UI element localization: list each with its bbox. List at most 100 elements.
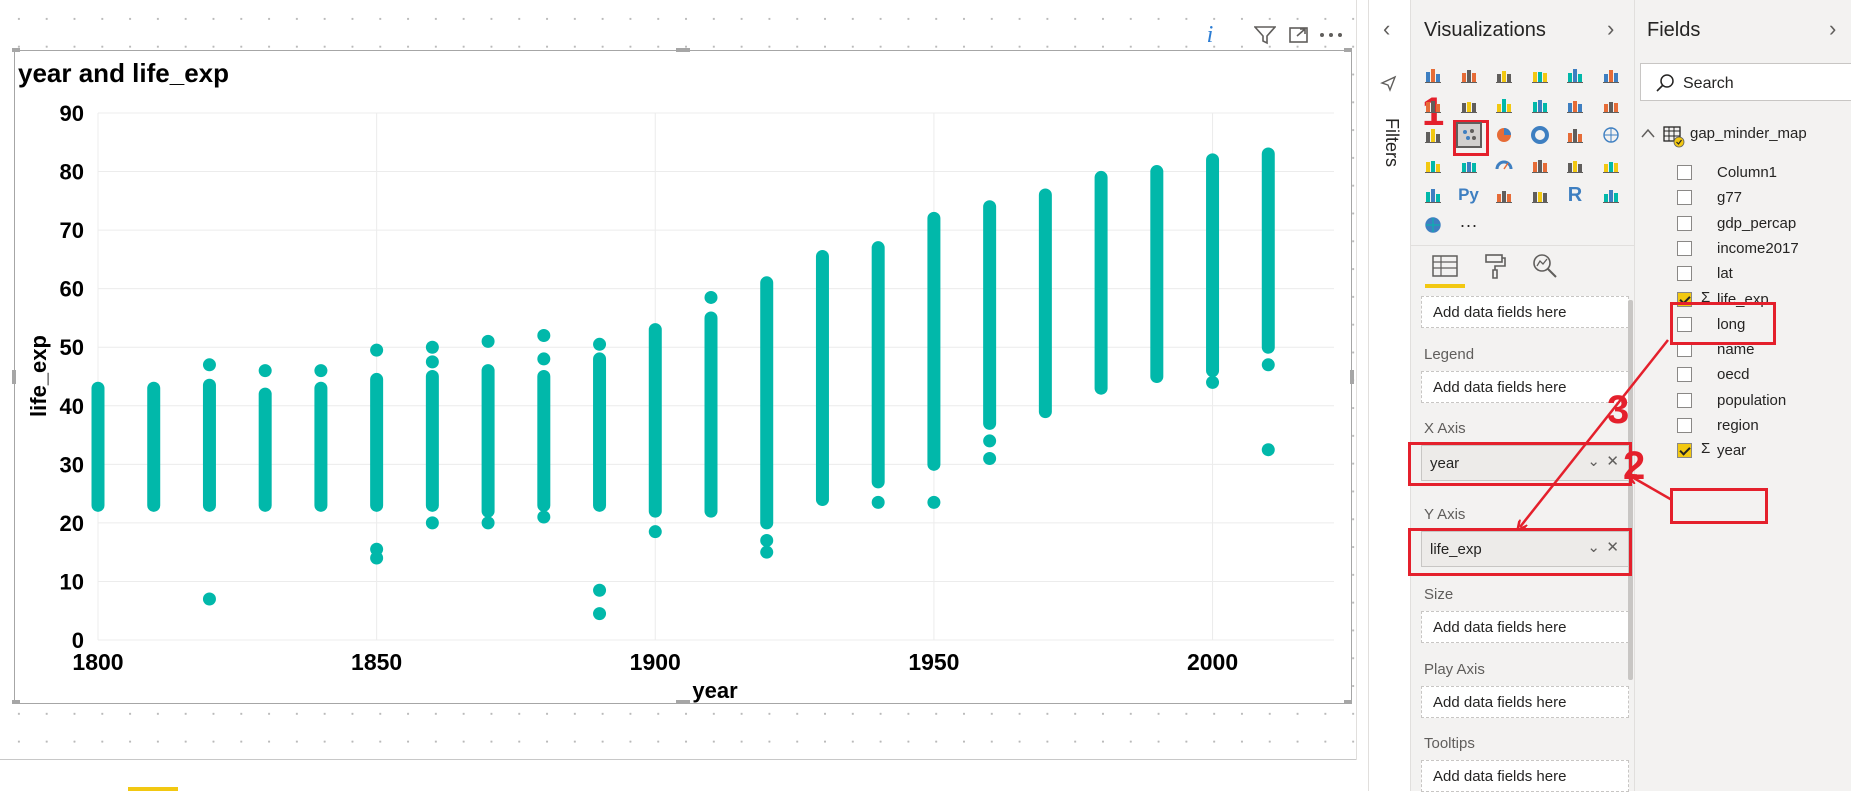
field-name: income2017 bbox=[1717, 239, 1799, 257]
field-item-column1[interactable]: Column1 bbox=[1677, 161, 1847, 185]
line-icon[interactable] bbox=[1420, 92, 1446, 118]
funnel-icon[interactable] bbox=[1456, 152, 1482, 178]
matrix-icon[interactable] bbox=[1527, 182, 1553, 208]
field-checkbox[interactable] bbox=[1677, 418, 1692, 433]
page-tab-indicator[interactable] bbox=[128, 787, 178, 791]
line-column-icon[interactable] bbox=[1527, 92, 1553, 118]
legend-well[interactable]: Add data fields here bbox=[1421, 371, 1629, 403]
arcgis-icon[interactable] bbox=[1420, 212, 1446, 238]
filters-pane-collapsed[interactable]: ‹ bbox=[1368, 0, 1410, 791]
stacked-column-icon-glyph bbox=[1460, 70, 1477, 83]
multirow-card-icon[interactable] bbox=[1562, 152, 1588, 178]
fields-pane: Fields › Search gap_minder_map Column1 g7… bbox=[1634, 0, 1851, 791]
remove-field-icon[interactable]: ✕ bbox=[1606, 539, 1619, 556]
kpi-icon[interactable] bbox=[1598, 152, 1624, 178]
field-checkbox[interactable] bbox=[1677, 316, 1692, 332]
field-item-g77[interactable]: g77 bbox=[1677, 186, 1847, 210]
donut-icon[interactable] bbox=[1527, 122, 1553, 148]
resize-handle[interactable] bbox=[12, 700, 20, 704]
scrollbar[interactable] bbox=[1628, 300, 1633, 680]
scatter-chart-visual[interactable] bbox=[14, 50, 1352, 704]
details-well[interactable]: Add data fields here bbox=[1421, 296, 1629, 328]
filters-label[interactable]: Filters bbox=[1382, 118, 1402, 167]
field-item-income2017[interactable]: income2017 bbox=[1677, 237, 1847, 261]
key-influencers-icon[interactable] bbox=[1598, 182, 1624, 208]
y-axis-well[interactable]: life_exp ⌄ ✕ bbox=[1421, 531, 1629, 567]
size-well[interactable]: Add data fields here bbox=[1421, 611, 1629, 643]
line-clustered-column-icon[interactable] bbox=[1562, 92, 1588, 118]
y-tick-label: 40 bbox=[60, 394, 84, 419]
scatter-icon[interactable] bbox=[1455, 122, 1482, 148]
field-checkbox[interactable] bbox=[1677, 266, 1692, 282]
resize-handle[interactable] bbox=[1344, 48, 1352, 52]
analytics-tab-icon[interactable] bbox=[1527, 248, 1563, 284]
funnel-icon-glyph bbox=[1460, 162, 1477, 173]
gauge-icon[interactable] bbox=[1491, 152, 1517, 178]
stacked-area-icon[interactable] bbox=[1491, 92, 1517, 118]
chevron-right-icon[interactable]: › bbox=[1607, 16, 1615, 41]
waterfall-icon[interactable] bbox=[1420, 122, 1446, 148]
more-options-icon[interactable] bbox=[1316, 22, 1346, 48]
table-icon[interactable] bbox=[1491, 182, 1517, 208]
legend-label: Legend bbox=[1424, 346, 1475, 363]
x-axis-title: year bbox=[692, 678, 738, 703]
table-node[interactable]: gap_minder_map bbox=[1639, 124, 1849, 148]
field-checkbox[interactable] bbox=[1677, 367, 1692, 383]
area-icon[interactable] bbox=[1456, 92, 1482, 118]
card-icon[interactable] bbox=[1527, 152, 1553, 178]
field-item-long[interactable]: long bbox=[1677, 313, 1847, 337]
resize-handle[interactable] bbox=[676, 700, 690, 704]
fields-tab-icon[interactable] bbox=[1427, 248, 1463, 284]
more-icon[interactable]: ··· bbox=[1456, 212, 1482, 238]
play-axis-well[interactable]: Add data fields here bbox=[1421, 686, 1629, 718]
field-item-population[interactable]: population bbox=[1677, 389, 1847, 413]
field-item-name[interactable]: name bbox=[1677, 338, 1847, 362]
report-canvas[interactable]: i year and life_exp 0 10 20 30 40 50 60 70 80 90 1… bbox=[0, 0, 1368, 791]
data-point bbox=[370, 343, 384, 357]
resize-handle[interactable] bbox=[12, 48, 20, 52]
tooltips-well[interactable]: Add data fields here bbox=[1421, 760, 1629, 792]
resize-handle[interactable] bbox=[1344, 700, 1352, 704]
filter-icon[interactable] bbox=[1252, 22, 1278, 48]
map-icon[interactable] bbox=[1598, 122, 1624, 148]
chevron-down-icon[interactable]: ⌄ bbox=[1587, 539, 1600, 556]
clustered-column-icon[interactable] bbox=[1527, 62, 1553, 88]
focus-mode-icon[interactable] bbox=[1286, 22, 1312, 48]
filled-map-icon[interactable] bbox=[1420, 152, 1446, 178]
field-item-oecd[interactable]: oecd bbox=[1677, 363, 1847, 387]
field-item-gdp_percap[interactable]: gdp_percap bbox=[1677, 212, 1847, 236]
chevron-right-icon[interactable]: › bbox=[1829, 16, 1837, 41]
field-item-region[interactable]: region bbox=[1677, 414, 1847, 438]
resize-handle[interactable] bbox=[1350, 370, 1354, 384]
python-visual-icon[interactable]: Py bbox=[1456, 182, 1482, 208]
resize-handle[interactable] bbox=[676, 48, 690, 52]
stacked-column-icon[interactable] bbox=[1456, 62, 1482, 88]
r-visual-icon[interactable]: R bbox=[1562, 182, 1588, 208]
field-checkbox[interactable] bbox=[1677, 240, 1692, 256]
field-checkbox[interactable] bbox=[1677, 443, 1692, 459]
clustered-bar-icon[interactable] bbox=[1491, 62, 1517, 88]
100-bar-icon[interactable] bbox=[1562, 62, 1588, 88]
fields-search-input[interactable]: Search bbox=[1640, 63, 1851, 101]
field-checkbox[interactable] bbox=[1677, 392, 1692, 408]
format-tab-icon[interactable] bbox=[1477, 248, 1513, 284]
resize-handle[interactable] bbox=[12, 370, 16, 384]
stacked-bar-icon[interactable] bbox=[1420, 62, 1446, 88]
field-checkbox[interactable] bbox=[1677, 215, 1692, 231]
filters-icon[interactable] bbox=[1379, 74, 1399, 99]
chevron-up-icon[interactable] bbox=[1641, 128, 1655, 138]
field-item-lat[interactable]: lat bbox=[1677, 262, 1847, 286]
info-icon[interactable]: i bbox=[1206, 21, 1214, 48]
field-checkbox[interactable] bbox=[1677, 190, 1692, 206]
slicer-icon[interactable] bbox=[1420, 182, 1446, 208]
field-checkbox[interactable] bbox=[1677, 165, 1692, 180]
100-column-icon[interactable] bbox=[1598, 62, 1624, 88]
stacked-bar-icon-glyph bbox=[1425, 69, 1441, 83]
field-name: name bbox=[1717, 341, 1755, 359]
field-name: year bbox=[1717, 442, 1747, 460]
ribbon-icon[interactable] bbox=[1598, 92, 1624, 118]
pie-icon[interactable] bbox=[1491, 122, 1517, 148]
treemap-icon[interactable] bbox=[1562, 122, 1588, 148]
chevron-left-icon[interactable]: ‹ bbox=[1383, 16, 1391, 41]
